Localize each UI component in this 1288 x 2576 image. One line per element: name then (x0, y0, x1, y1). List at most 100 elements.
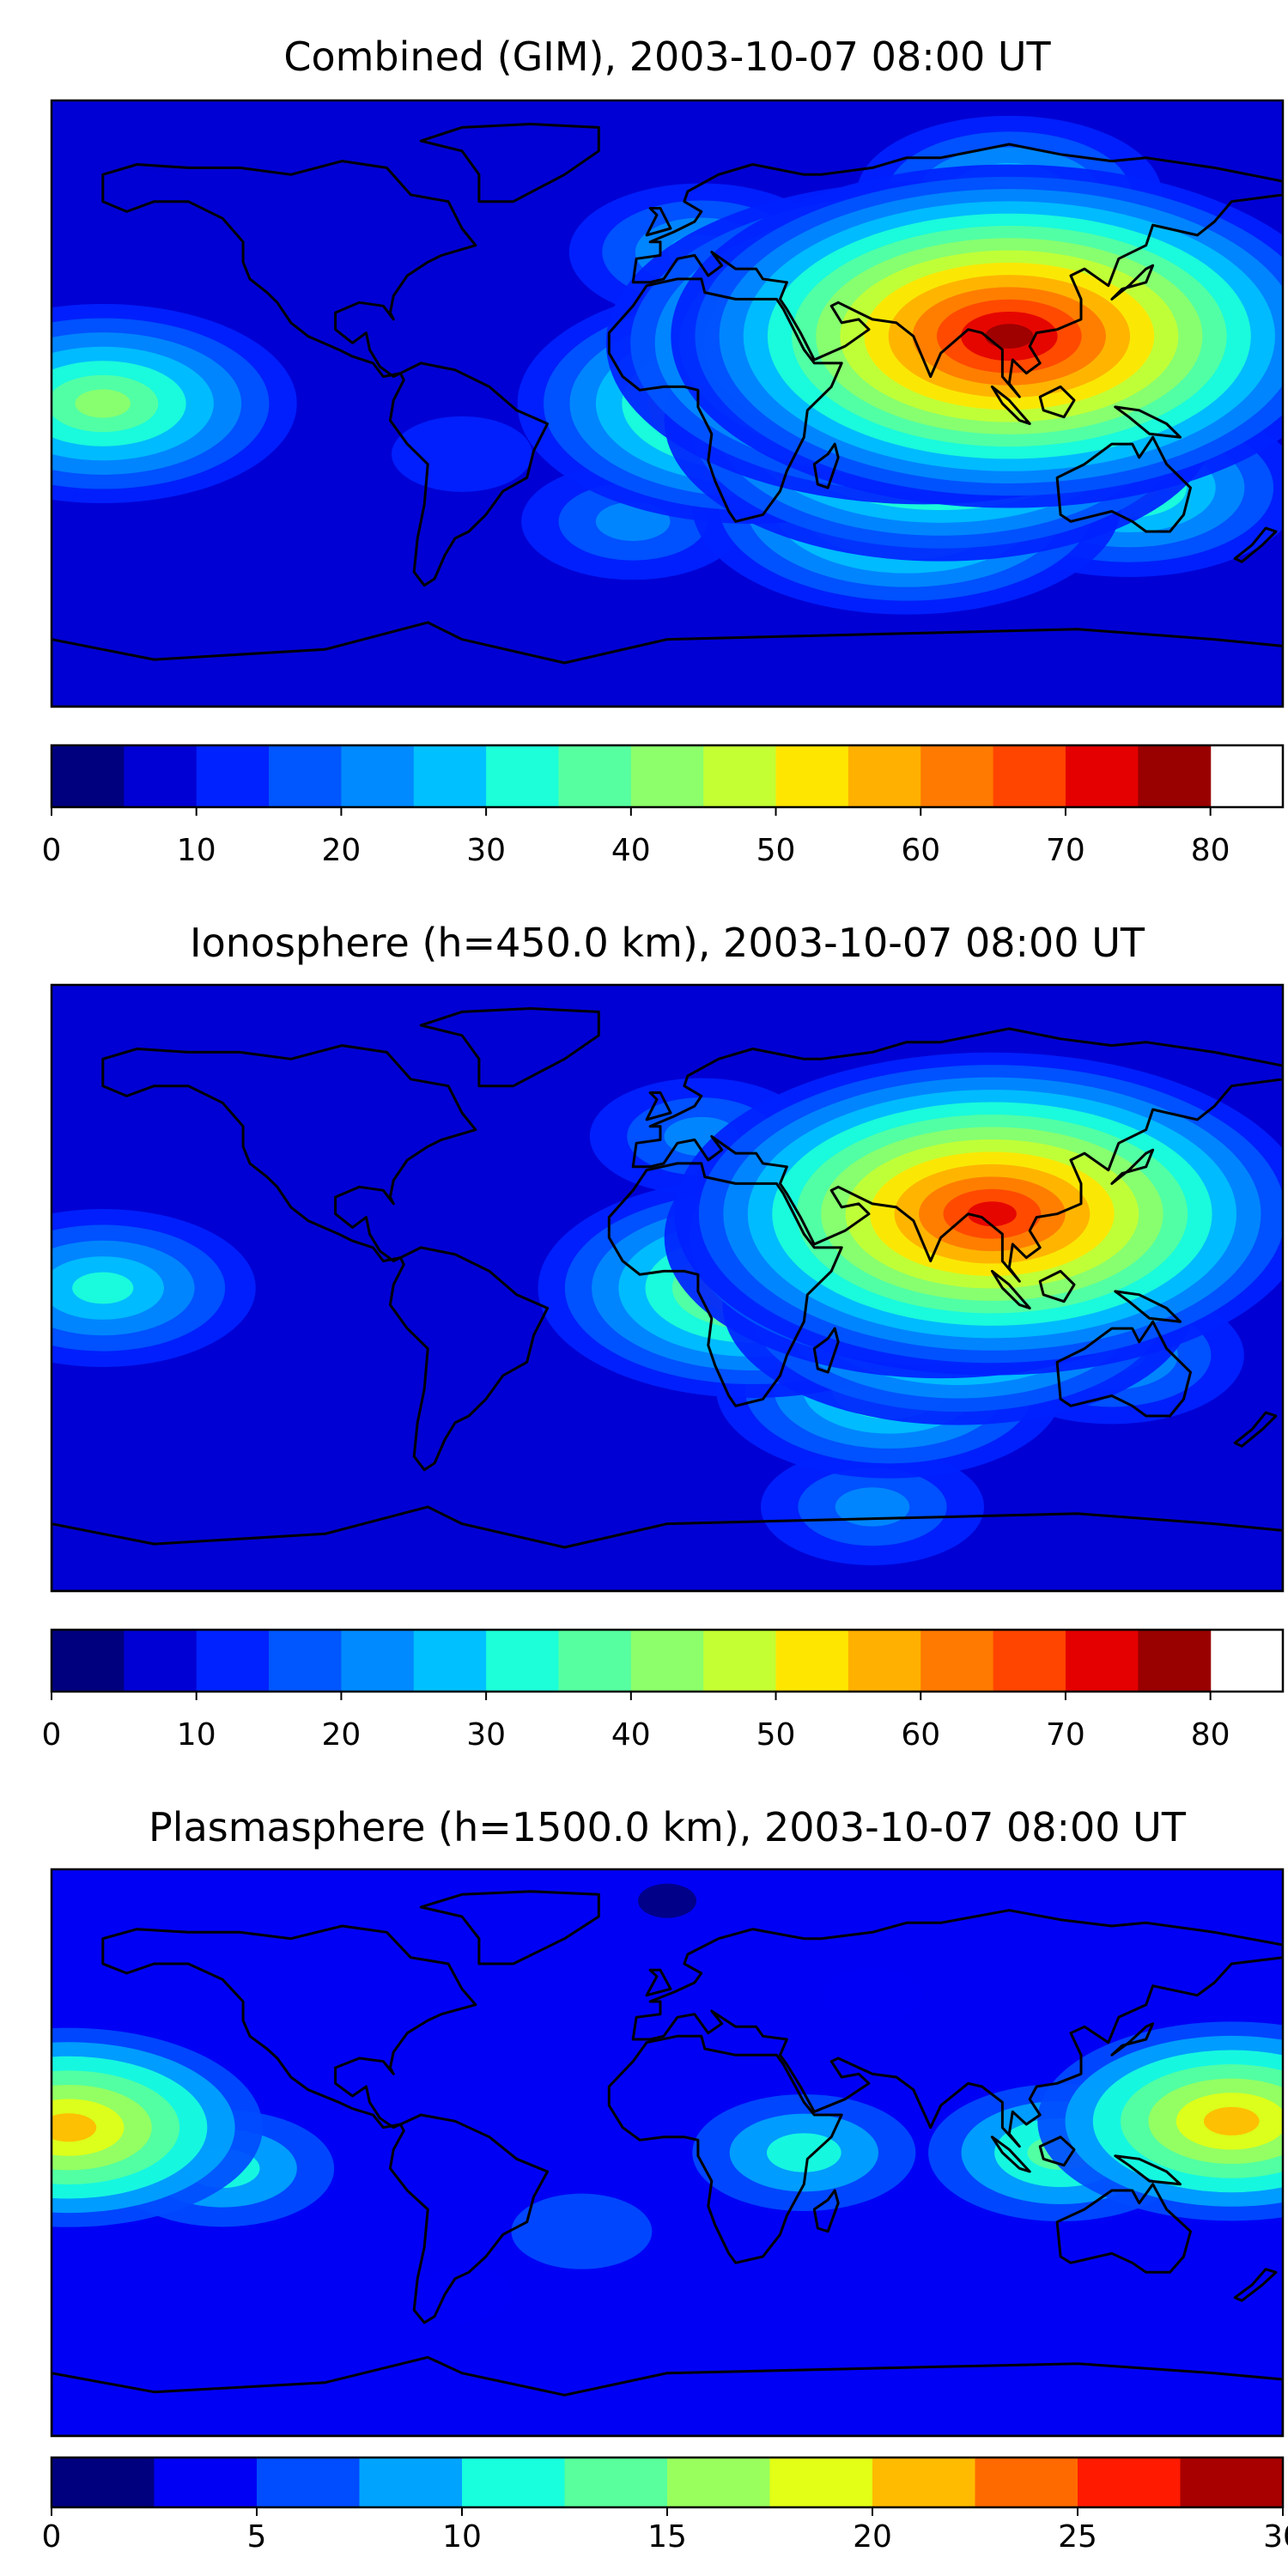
coastline (645, 1091, 672, 1121)
colorbar: 0 5 10 15 20 25 30 (42, 2456, 1288, 2555)
coastline (607, 2034, 843, 2264)
coastline (52, 1505, 1283, 1591)
map-frame (50, 1868, 1285, 2438)
colorbar-frame (50, 1628, 1285, 1693)
tec-contour-north-america (275, 241, 375, 297)
map-frame (50, 99, 1285, 708)
coastline (101, 160, 477, 379)
coastline (645, 207, 672, 237)
coastline (607, 1162, 843, 1407)
tec-contour-south-america (392, 416, 532, 492)
coastline (1038, 2136, 1076, 2167)
coastline (1114, 2154, 1182, 2186)
colorbar-tick-label: 80 (1191, 1717, 1230, 1753)
coastline (1110, 2022, 1155, 2057)
map-frame (50, 983, 1285, 1593)
coastline (1038, 385, 1076, 419)
coastline (388, 2113, 550, 2324)
coastlines (52, 1007, 1283, 1591)
colorbar-swatch (486, 1630, 560, 1692)
panel-title: Combined (GIM), 2003-10-07 08:00 UT (283, 33, 1051, 80)
panel-combined-gim: Combined (GIM), 2003-10-07 08:00 UT 0 10 20… (42, 33, 1285, 868)
colorbar-tick-label: 30 (466, 1717, 506, 1753)
colorbar: 0 10 20 30 40 50 60 70 80 (42, 744, 1285, 868)
colorbar-swatch (775, 745, 849, 807)
colorbar-swatch (359, 2458, 463, 2507)
colorbar-tick-label: 50 (756, 833, 796, 868)
tec-contour-eurasia (823, 1967, 922, 2023)
coastline (645, 1968, 672, 1997)
tec-contour-south-asia-east-asia (985, 324, 1034, 349)
colorbar-swatch (154, 2458, 258, 2507)
colorbar-swatch (124, 745, 197, 807)
colorbar-tick-label: 20 (853, 2519, 892, 2555)
coastline (1114, 1290, 1182, 1323)
colorbar-swatch (1180, 2458, 1284, 2507)
colorbar-tick-label: 10 (177, 833, 216, 868)
colorbar-swatch (920, 745, 994, 807)
panel-title: Ionosphere (h=450.0 km), 2003-10-07 08:0… (190, 920, 1145, 966)
colorbar-frame (50, 744, 1285, 809)
coastline (1038, 1269, 1076, 1303)
colorbar-tick-label: 60 (901, 833, 940, 868)
colorbar-swatch (52, 1630, 125, 1692)
colorbar-tick-label: 0 (42, 833, 62, 868)
coastline (419, 123, 600, 204)
tec-contour-western-pacific (1203, 2106, 1260, 2136)
colorbar-tick-label: 40 (611, 1717, 651, 1753)
colorbar-tick-label: 15 (647, 2519, 687, 2555)
colorbar-tick-label: 50 (756, 1717, 796, 1753)
colorbar-swatch (269, 1630, 343, 1692)
colorbar-swatch (848, 1630, 921, 1692)
panel-plasmasphere: Plasmasphere (h=1500.0 km), 2003-10-07 0… (42, 1804, 1288, 2555)
panel-title: Plasmasphere (h=1500.0 km), 2003-10-07 0… (149, 1804, 1187, 1850)
coastline (1055, 435, 1192, 533)
colorbar-tick-label: 80 (1191, 833, 1230, 868)
tec-contour-southern-ocean (835, 1487, 910, 1527)
tec-contour-north-america (292, 1142, 392, 1198)
colorbar-swatch (667, 2458, 771, 2507)
coastline (1233, 2268, 1278, 2302)
colorbar-swatch (1138, 745, 1212, 807)
colorbar-tick-label: 20 (322, 1717, 361, 1753)
colorbar-swatch (341, 745, 415, 807)
coastline (1055, 2183, 1192, 2274)
coastline (388, 1246, 550, 1472)
colorbar-swatch (769, 2458, 873, 2507)
colorbar-swatch (257, 2458, 361, 2507)
colorbar-swatch (124, 1630, 197, 1692)
tec-contour-central-pacific (52, 2113, 97, 2142)
map-field (52, 985, 1283, 1591)
tec-contour-antarctica (617, 629, 717, 684)
colorbar-tick-label: 25 (1058, 2519, 1097, 2555)
coastline (52, 621, 1283, 707)
colorbar-swatch (564, 2458, 668, 2507)
colorbar-tick-label: 5 (247, 2519, 267, 2555)
tec-contour-central-pacific (75, 389, 131, 418)
coastlines (52, 123, 1283, 707)
colorbar-swatch (993, 1630, 1066, 1692)
colorbar-swatch (630, 745, 704, 807)
colorbar-tick-label: 10 (177, 1717, 216, 1753)
coastline (419, 1890, 600, 1965)
coastline (1233, 526, 1278, 563)
colorbar-swatch (558, 1630, 632, 1692)
tec-contour-south-america (412, 1310, 512, 1366)
colorbar-swatch (462, 2458, 566, 2507)
colorbar-swatch (775, 1630, 849, 1692)
coastline (990, 1269, 1031, 1309)
coastline (607, 277, 843, 523)
colorbar-swatch (413, 1630, 487, 1692)
coastline (1055, 1320, 1192, 1418)
coastline (631, 1909, 1283, 2148)
colorbar-swatch (52, 2458, 155, 2507)
colorbar-tick-label: 60 (901, 1717, 940, 1753)
tec-contour-south-asia-east-asia (967, 1201, 1017, 1227)
coastline (812, 2189, 840, 2233)
tec-contour-arctic (638, 1883, 696, 1918)
coastline (1110, 1148, 1155, 1185)
colorbar-tick-label: 70 (1046, 833, 1085, 868)
coastline (1110, 264, 1155, 301)
colorbar-swatch (848, 745, 921, 807)
colorbar-tick-label: 70 (1046, 1717, 1085, 1753)
